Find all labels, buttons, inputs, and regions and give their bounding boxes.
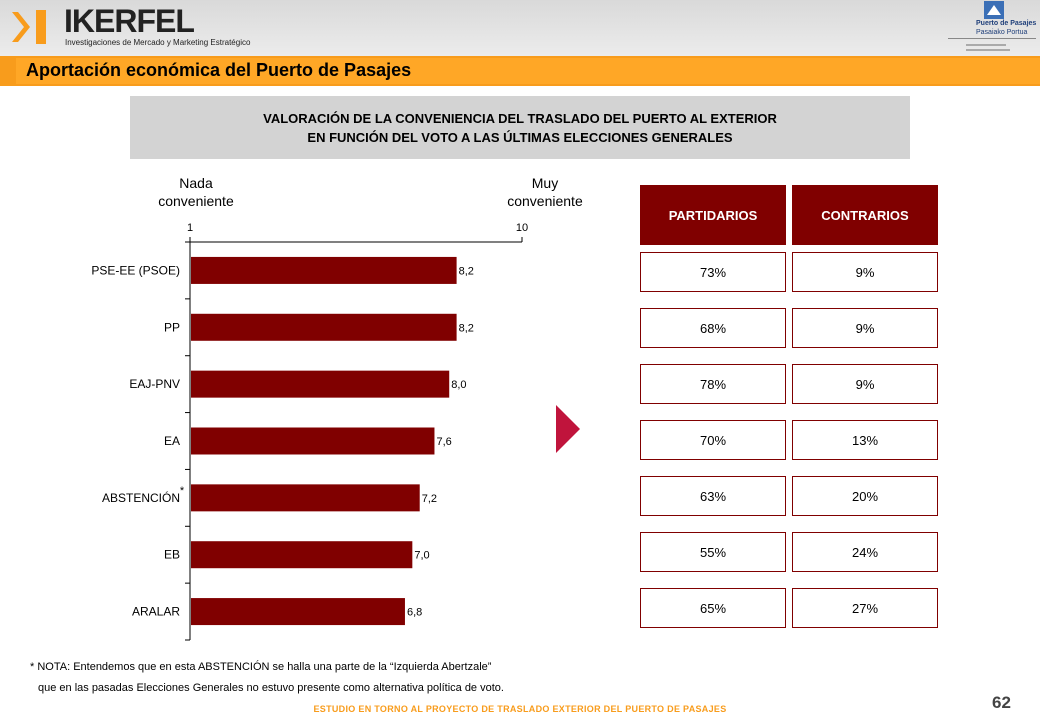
page-title: Aportación económica del Puerto de Pasaj… bbox=[26, 60, 412, 80]
chart-subtitle: VALORACIÓN DE LA CONVENIENCIA DEL TRASLA… bbox=[130, 96, 910, 159]
bar-chart: Nada conveniente Muy conveniente 1 10 PSE-… bbox=[91, 175, 583, 641]
category-label: ABSTENCIÓN bbox=[102, 490, 180, 505]
port-logo-icon bbox=[984, 1, 1004, 19]
data-label: 6,8 bbox=[407, 607, 422, 619]
data-label: 7,6 bbox=[436, 436, 451, 448]
bar bbox=[191, 541, 413, 569]
brand-tagline: Investigaciones de Mercado y Marketing E… bbox=[65, 38, 251, 47]
footer: ESTUDIO EN TORNO AL PROYECTO DE TRASLADO… bbox=[313, 704, 727, 714]
table-cell: 55% bbox=[640, 532, 786, 572]
title-bar bbox=[0, 56, 1040, 86]
header: IKERFEL Investigaciones de Mercado y Mar… bbox=[0, 0, 1040, 56]
scale-min-label-line2: conveniente bbox=[158, 193, 234, 209]
data-label: 8,2 bbox=[459, 265, 474, 277]
x-tick-label: 1 bbox=[187, 222, 193, 234]
port-logo: Puerto de Pasajes Pasaiako Portua bbox=[948, 0, 1040, 56]
chart-marks: 1 10 PSE-EE (PSOE) 8,2 PP 8,2 EAJ-PNV 8,0 EA 7,6 A… bbox=[91, 222, 528, 641]
category-label: PP bbox=[164, 320, 180, 334]
bar bbox=[191, 427, 435, 455]
bar bbox=[191, 598, 405, 626]
ikerfel-logo-icon bbox=[12, 10, 46, 44]
table-cell: 65% bbox=[640, 588, 786, 628]
scale-max-label-line2: conveniente bbox=[507, 193, 583, 209]
bar bbox=[191, 484, 420, 512]
table-cell: 13% bbox=[792, 420, 938, 460]
table-cell: 63% bbox=[640, 476, 786, 516]
table-cell: 9% bbox=[792, 364, 938, 404]
table-cell: 24% bbox=[792, 532, 938, 572]
bar bbox=[191, 313, 457, 341]
page-number: 62 bbox=[992, 693, 1011, 712]
data-label: 7,0 bbox=[414, 550, 429, 562]
chart-subtitle-line1: VALORACIÓN DE LA CONVENIENCIA DEL TRASLA… bbox=[263, 110, 777, 126]
chart-subtitle-line2: EN FUNCIÓN DEL VOTO A LAS ÚLTIMAS ELECCI… bbox=[307, 129, 733, 145]
port-logo-detail bbox=[966, 44, 1006, 46]
category-label: EAJ-PNV bbox=[129, 377, 180, 391]
table-header-cell: CONTRARIOS bbox=[792, 185, 938, 245]
x-tick-label: 10 bbox=[516, 222, 528, 234]
table-cell: 78% bbox=[640, 364, 786, 404]
port-logo-detail bbox=[966, 49, 1010, 51]
table-cell: 9% bbox=[792, 252, 938, 292]
scale-max-label-line1: Muy bbox=[532, 175, 558, 191]
table-cell: 73% bbox=[640, 252, 786, 292]
data-label: 7,2 bbox=[422, 493, 437, 505]
table-cell: 27% bbox=[792, 588, 938, 628]
table-cell: 68% bbox=[640, 308, 786, 348]
title-bar-inner bbox=[16, 58, 1040, 84]
brand-name: IKERFEL bbox=[64, 3, 195, 39]
data-label: 8,2 bbox=[459, 322, 474, 334]
category-label: EB bbox=[164, 548, 180, 562]
asterisk-mark: * bbox=[180, 485, 185, 497]
category-label: EA bbox=[164, 434, 180, 448]
results-table: PARTIDARIOS CONTRARIOS 73% 9% 68% 9% 78% 9% 70% 1… bbox=[640, 185, 940, 630]
arrow-right-icon bbox=[556, 405, 580, 453]
category-label: ARALAR bbox=[132, 605, 180, 619]
port-logo-line1: Puerto de Pasajes bbox=[976, 20, 1037, 27]
port-logo-rule bbox=[948, 38, 1036, 39]
data-label: 8,0 bbox=[451, 379, 466, 391]
footnote-line1: * NOTA: Entendemos que en esta ABSTENCIÓ… bbox=[30, 661, 492, 673]
bar bbox=[191, 370, 450, 398]
table-cell: 70% bbox=[640, 420, 786, 460]
bar bbox=[191, 256, 457, 284]
table-cell: 9% bbox=[792, 308, 938, 348]
category-label: PSE-EE (PSOE) bbox=[91, 263, 180, 277]
scale-min-label-line1: Nada bbox=[179, 175, 213, 191]
table-header-cell: PARTIDARIOS bbox=[640, 185, 786, 245]
port-logo-line2: Pasaiako Portua bbox=[976, 29, 1028, 36]
table-cell: 20% bbox=[792, 476, 938, 516]
footnote-line2: que en las pasadas Elecciones Generales … bbox=[38, 682, 504, 694]
